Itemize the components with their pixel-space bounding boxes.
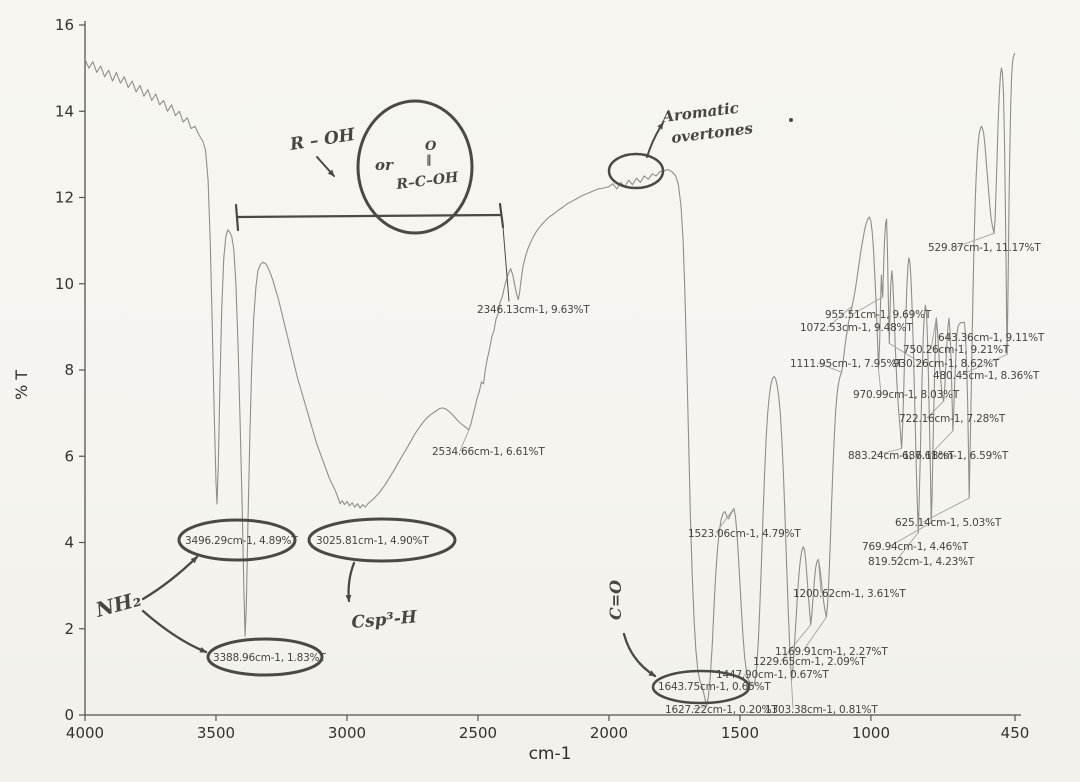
x-axis-title: cm-1 [528,744,572,764]
x-tick-label: 2000 [590,724,628,742]
y-tick-label: 4 [64,534,74,552]
x-tick-label: 3000 [328,724,366,742]
y-tick-label: 8 [64,361,74,379]
peak-label: 3496.29cm-1, 4.89%T [185,535,298,547]
arrow-nh2-upper [141,555,199,601]
ink-speck [789,118,793,122]
y-tick-label: 14 [55,102,74,120]
note-carbonyl-double-bond: ‖ [426,153,432,166]
peak-leader-line [790,680,794,710]
peak-leader-line [852,296,883,315]
leader-2346 [502,226,510,302]
peak-label: 769.94cm-1, 4.46%T [862,541,969,553]
peak-leader-line [817,362,842,373]
note-r-oh: R – OH [288,125,358,155]
peak-leader-line [929,430,954,456]
peak-leader-line [926,400,945,419]
peak-leader-line [960,354,1008,376]
peak-leader-line [715,508,735,534]
peak-leader-line [922,497,970,523]
oh-band-right-tick [498,202,505,229]
peak-leader-line [955,232,995,248]
y-axis-title: % T [12,369,31,400]
peak-label: 3025.81cm-1, 4.90%T [316,535,429,547]
peak-leader-line [827,305,853,328]
peak-leader-line [930,317,937,350]
peak-label: 1303.38cm-1, 0.81%T [765,704,878,716]
y-tick-label: 10 [55,275,74,293]
peak-leader-line [692,705,707,710]
note-carbonyl-o: O [425,139,437,154]
peak-label: 2346.13cm-1, 9.63%T [477,304,590,316]
oh-band-left-tick [234,203,240,232]
peak-label: 1111.95cm-1, 7.95%T [790,358,903,370]
peak-label: 1523.06cm-1, 4.79%T [688,528,801,540]
x-tick-label: 3500 [197,724,235,742]
x-tick-label: 2500 [459,724,497,742]
peak-label: 687.61cm-1, 6.59%T [902,450,1009,462]
note-c-double-bond-o: C=O [606,580,625,620]
peak-label: 1229.65cm-1, 2.09%T [753,656,866,668]
peak-label: 1072.53cm-1, 9.48%T [800,322,913,334]
peak-leader-line [743,673,754,687]
x-tick-label: 1500 [721,724,759,742]
arrow-roh-to-band [316,156,335,177]
circle-1643-label [651,669,751,705]
note-or: or [375,156,394,174]
peak-label: 955.51cm-1, 9.69%T [825,309,932,321]
oh-band-line [235,213,503,219]
spectrum-trace [84,52,1016,707]
peak-label: 625.14cm-1, 5.03%T [895,517,1002,529]
circle-acid-structure [356,99,474,235]
y-tick-label: 2 [64,620,74,638]
peak-label: 722.16cm-1, 7.28%T [899,413,1006,425]
peak-label: 970.99cm-1, 8.03%T [853,389,960,401]
note-acid-chain: R–C–OH [395,169,460,193]
circle-aromatic-overtones [607,152,665,190]
peak-leader-line [889,522,932,547]
peak-label: 883.24cm-1, 6.18%T [848,450,955,462]
arrow-c-double-bond-o [622,632,657,678]
peak-leader-line [780,624,812,662]
peak-label: 2534.66cm-1, 6.61%T [432,446,545,458]
peak-label: 529.87cm-1, 11.17%T [928,242,1041,254]
arrow-aromatic-overtones [646,122,664,158]
peak-label: 750.26cm-1, 9.21%T [903,344,1010,356]
peak-label: 1627.22cm-1, 0.20%T [665,704,778,716]
y-tick-label: 6 [64,447,74,465]
x-tick-label: 4000 [66,724,104,742]
peak-leader-line [878,368,882,395]
peak-label: 930.26cm-1, 8.62%T [893,358,1000,370]
peak-label: 3388.96cm-1, 1.83%T [213,652,326,664]
peak-label: 1169.91cm-1, 2.27%T [775,646,888,658]
peak-label: 1447.90cm-1, 0.67%T [716,669,829,681]
circle-3496-label [177,518,297,562]
peak-leader-line [888,342,922,364]
y-tick-label: 16 [55,16,74,34]
peak-label: 480.45cm-1, 8.36%T [933,370,1040,382]
peak-label: 1643.75cm-1, 0.65%T [658,681,771,693]
peak-leader-line [963,322,967,338]
arrow-nh2-lower [141,609,208,654]
x-tick-label: 450 [1001,724,1030,742]
peak-label: 643.36cm-1, 9.11%T [938,332,1045,344]
note-csp3-h: Csp³-H [351,607,419,633]
peak-leader-line [459,429,470,452]
peak-leader-line [895,532,919,562]
circle-3388-label [206,637,324,677]
circle-3025-label [307,517,457,563]
note-nh2: NH₂ [92,587,144,622]
peak-label: 819.52cm-1, 4.23%T [868,556,975,568]
peak-label: 1200.62cm-1, 3.61%T [793,588,906,600]
arrow-csp3-h [345,561,356,603]
peak-leader-line [875,448,902,456]
x-tick-label: 1000 [852,724,890,742]
peak-leader-line [817,559,822,594]
y-tick-label: 0 [64,706,74,724]
y-tick-label: 12 [55,189,74,207]
peak-leader-line [802,616,827,652]
